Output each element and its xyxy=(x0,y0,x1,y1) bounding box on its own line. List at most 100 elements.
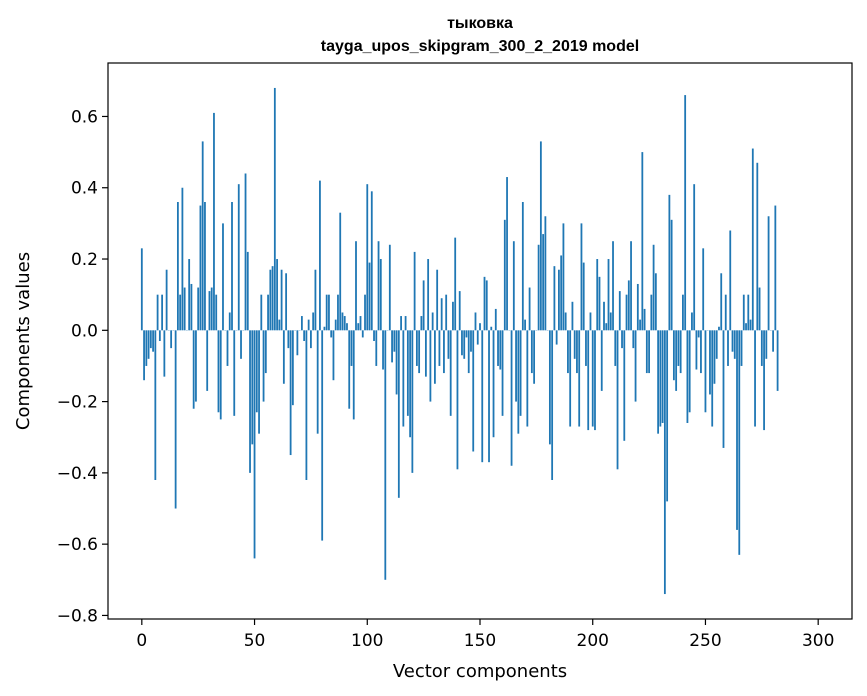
bar-162 xyxy=(506,177,508,331)
bar-207 xyxy=(607,259,610,331)
bar-153 xyxy=(485,280,488,331)
bar-176 xyxy=(537,244,540,331)
bar-208 xyxy=(609,312,612,331)
bar-232 xyxy=(663,330,666,595)
bar-111 xyxy=(391,330,393,363)
bar-225 xyxy=(648,330,650,374)
bar-258 xyxy=(722,330,725,448)
bar-36 xyxy=(222,223,224,331)
bar-183 xyxy=(553,266,556,331)
bar-146 xyxy=(470,330,472,352)
bar-64 xyxy=(285,273,288,331)
bar-60 xyxy=(276,259,278,331)
bar-228 xyxy=(654,273,657,331)
bar-77 xyxy=(314,269,317,331)
bar-101 xyxy=(368,262,371,331)
bar-220 xyxy=(636,283,639,331)
bar-129 xyxy=(431,312,434,331)
x-tick-label: 150 xyxy=(464,631,496,651)
bar-49 xyxy=(251,330,254,445)
bar-86 xyxy=(334,319,337,331)
bar-189 xyxy=(567,330,569,374)
bar-27 xyxy=(201,141,204,331)
y-tick-label: −0.4 xyxy=(57,464,98,484)
bar-125 xyxy=(422,280,425,331)
bar-112 xyxy=(393,330,396,352)
bar-5 xyxy=(152,330,154,352)
bar-3 xyxy=(147,330,150,359)
bar-85 xyxy=(332,330,335,381)
bar-152 xyxy=(483,276,486,331)
bar-235 xyxy=(670,219,673,331)
bar-170 xyxy=(524,319,526,331)
bar-250 xyxy=(704,330,707,413)
bar-108 xyxy=(384,330,387,580)
bar-273 xyxy=(756,162,759,331)
bar-223 xyxy=(643,308,646,331)
bar-159 xyxy=(499,330,502,370)
bar-71 xyxy=(300,316,303,331)
bar-260 xyxy=(727,330,729,366)
bar-0 xyxy=(140,248,143,331)
bar-54 xyxy=(262,330,265,402)
bar-47 xyxy=(246,251,249,331)
bar-243 xyxy=(688,330,691,413)
bar-217 xyxy=(630,241,632,331)
bar-91 xyxy=(346,323,348,331)
bar-95 xyxy=(355,241,357,331)
bar-6 xyxy=(154,330,157,480)
bar-87 xyxy=(337,294,339,331)
bar-204 xyxy=(600,330,603,391)
bar-209 xyxy=(612,241,614,331)
bar-8 xyxy=(158,330,161,341)
bar-98 xyxy=(361,330,364,338)
bar-182 xyxy=(551,330,554,480)
bar-34 xyxy=(217,330,220,413)
bar-167 xyxy=(517,330,520,434)
bar-90 xyxy=(343,316,346,331)
bar-234 xyxy=(668,194,671,331)
bar-79 xyxy=(319,180,321,331)
x-tick-label: 0 xyxy=(136,631,147,651)
bar-150 xyxy=(479,323,481,331)
bar-96 xyxy=(357,323,360,331)
bar-185 xyxy=(558,269,560,331)
bar-276 xyxy=(763,330,765,431)
bar-257 xyxy=(720,273,723,331)
bar-226 xyxy=(650,294,653,331)
bar-115 xyxy=(400,316,402,331)
y-tick-label: 0.6 xyxy=(71,107,98,127)
bar-119 xyxy=(409,330,412,438)
bar-100 xyxy=(366,184,369,331)
bar-193 xyxy=(576,330,578,374)
bar-184 xyxy=(555,330,558,345)
bar-57 xyxy=(269,269,272,331)
bar-88 xyxy=(339,212,342,331)
bar-265 xyxy=(738,330,741,555)
bar-118 xyxy=(406,330,409,416)
bar-78 xyxy=(316,330,319,434)
bar-124 xyxy=(420,316,423,331)
bar-76 xyxy=(312,312,315,331)
bar-104 xyxy=(375,330,378,366)
bar-67 xyxy=(291,330,294,406)
bar-145 xyxy=(467,330,470,374)
bar-122 xyxy=(415,330,418,366)
x-axis: 0 50 100 150 200 250 300 xyxy=(136,619,834,651)
bar-69 xyxy=(296,330,299,356)
bar-181 xyxy=(548,330,551,445)
plot-frame xyxy=(107,62,853,620)
bar-201 xyxy=(594,330,596,431)
bar-48 xyxy=(249,330,251,473)
bar-65 xyxy=(287,330,290,349)
y-axis-label: Components values xyxy=(13,252,34,430)
bar-256 xyxy=(718,326,720,331)
bar-13 xyxy=(170,330,173,349)
bar-89 xyxy=(341,312,344,331)
bar-127 xyxy=(427,259,430,331)
bar-156 xyxy=(492,330,495,438)
bar-254 xyxy=(713,330,716,384)
bar-173 xyxy=(530,330,533,374)
bar-52 xyxy=(258,330,260,434)
